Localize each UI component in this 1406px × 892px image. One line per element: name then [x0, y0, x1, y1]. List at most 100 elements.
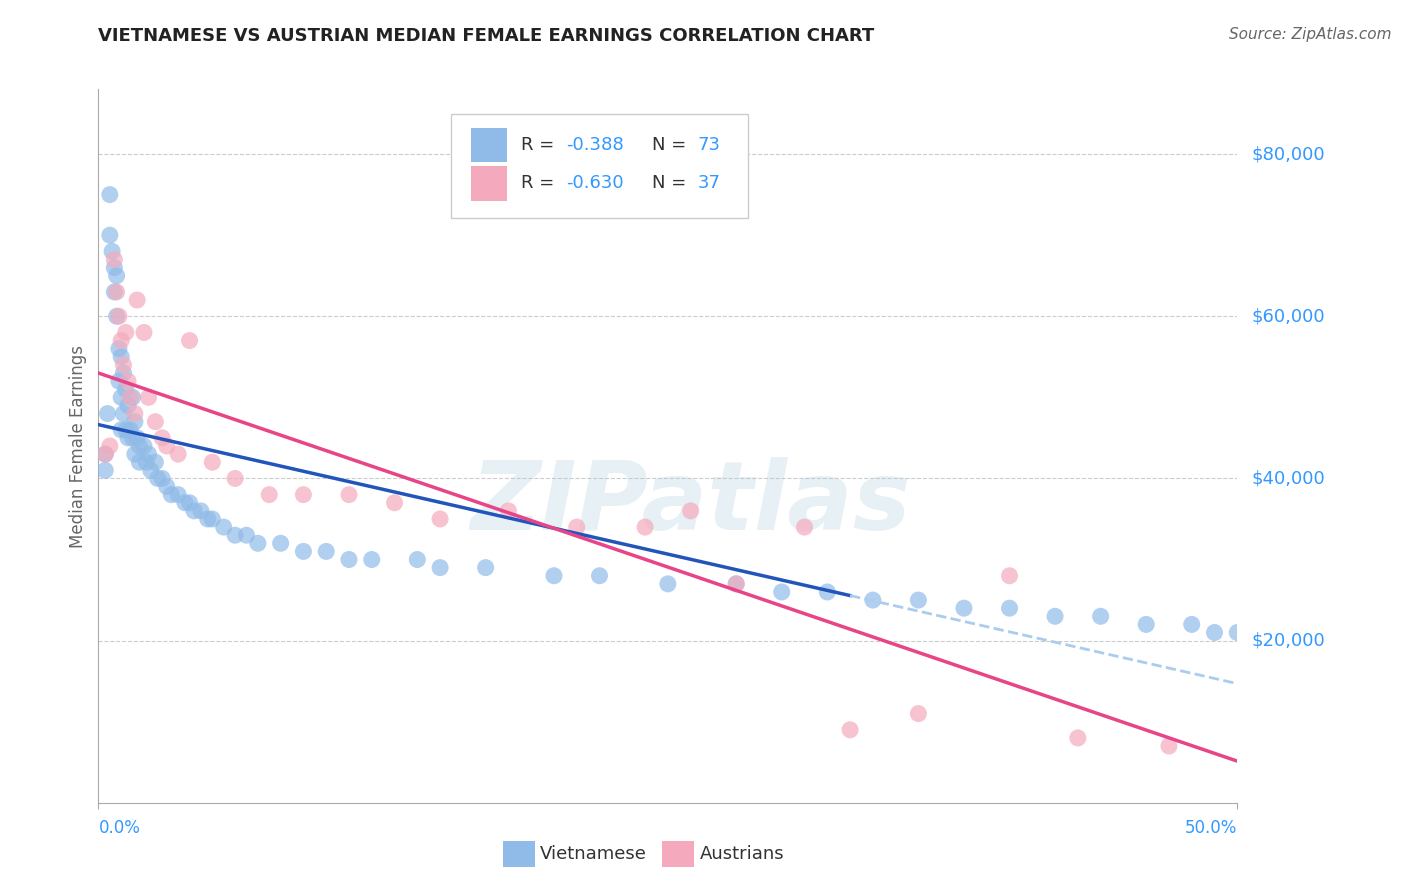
FancyBboxPatch shape	[471, 128, 508, 162]
Point	[103, 260, 125, 275]
Point	[998, 568, 1021, 582]
Point	[110, 390, 132, 404]
Text: 0.0%: 0.0%	[98, 820, 141, 838]
Point	[657, 577, 679, 591]
Point	[105, 268, 128, 283]
Point	[138, 447, 160, 461]
FancyBboxPatch shape	[451, 114, 748, 218]
Text: 50.0%: 50.0%	[1185, 820, 1237, 838]
Point	[98, 187, 121, 202]
Point	[145, 455, 167, 469]
Text: N =: N =	[652, 175, 692, 193]
Point	[117, 374, 139, 388]
Point	[117, 431, 139, 445]
Point	[337, 552, 360, 566]
Point	[156, 439, 179, 453]
Text: Austrians: Austrians	[700, 846, 785, 863]
Point	[112, 366, 135, 380]
Point	[101, 244, 124, 259]
Point	[224, 471, 246, 485]
Point	[953, 601, 976, 615]
Point	[862, 593, 884, 607]
Text: -0.388: -0.388	[567, 136, 624, 153]
Point	[565, 520, 588, 534]
Text: -0.630: -0.630	[567, 175, 624, 193]
Point	[120, 390, 142, 404]
Text: R =: R =	[522, 136, 560, 153]
Point	[201, 455, 224, 469]
Point	[406, 552, 429, 566]
Point	[98, 228, 121, 243]
Text: ZIPatlas: ZIPatlas	[471, 457, 911, 549]
Point	[543, 568, 565, 582]
Point	[96, 407, 118, 421]
Point	[110, 423, 132, 437]
Point	[121, 431, 143, 445]
Point	[907, 706, 929, 721]
Point	[127, 293, 149, 307]
Text: $40,000: $40,000	[1251, 469, 1324, 487]
Point	[179, 496, 201, 510]
Point	[1181, 617, 1204, 632]
Point	[108, 310, 131, 324]
Point	[124, 447, 146, 461]
Point	[725, 577, 748, 591]
Point	[588, 568, 610, 582]
Point	[174, 496, 197, 510]
Text: 73: 73	[697, 136, 720, 153]
Point	[360, 552, 382, 566]
Point	[815, 585, 838, 599]
Text: N =: N =	[652, 136, 692, 153]
Point	[1157, 739, 1180, 753]
Point	[112, 407, 135, 421]
Point	[110, 334, 132, 348]
Point	[498, 504, 520, 518]
FancyBboxPatch shape	[503, 841, 534, 867]
Point	[167, 447, 190, 461]
Point	[112, 358, 135, 372]
Point	[114, 423, 136, 437]
Point	[190, 504, 212, 518]
Point	[1135, 617, 1157, 632]
Point	[120, 423, 142, 437]
Point	[201, 512, 224, 526]
Point	[270, 536, 292, 550]
Point	[156, 479, 179, 493]
FancyBboxPatch shape	[662, 841, 695, 867]
Text: $20,000: $20,000	[1251, 632, 1324, 649]
Text: VIETNAMESE VS AUSTRIAN MEDIAN FEMALE EARNINGS CORRELATION CHART: VIETNAMESE VS AUSTRIAN MEDIAN FEMALE EAR…	[98, 27, 875, 45]
Point	[292, 544, 315, 558]
Point	[135, 455, 157, 469]
Point	[121, 390, 143, 404]
Point	[839, 723, 862, 737]
Point	[1090, 609, 1112, 624]
Point	[94, 447, 117, 461]
Point	[114, 326, 136, 340]
Point	[127, 431, 149, 445]
Point	[183, 504, 205, 518]
Point	[138, 390, 160, 404]
Point	[235, 528, 257, 542]
Point	[110, 350, 132, 364]
Point	[292, 488, 315, 502]
Point	[224, 528, 246, 542]
Point	[139, 463, 162, 477]
Point	[998, 601, 1021, 615]
Y-axis label: Median Female Earnings: Median Female Earnings	[69, 344, 87, 548]
Point	[145, 415, 167, 429]
Point	[160, 488, 183, 502]
Point	[94, 463, 117, 477]
Point	[315, 544, 337, 558]
Point	[128, 455, 150, 469]
Point	[124, 407, 146, 421]
Text: 37: 37	[697, 175, 720, 193]
Point	[132, 326, 155, 340]
Point	[103, 252, 125, 267]
Point	[117, 399, 139, 413]
Point	[1204, 625, 1226, 640]
Point	[94, 447, 117, 461]
Point	[907, 593, 929, 607]
Text: Source: ZipAtlas.com: Source: ZipAtlas.com	[1229, 27, 1392, 42]
Point	[337, 488, 360, 502]
Point	[725, 577, 748, 591]
